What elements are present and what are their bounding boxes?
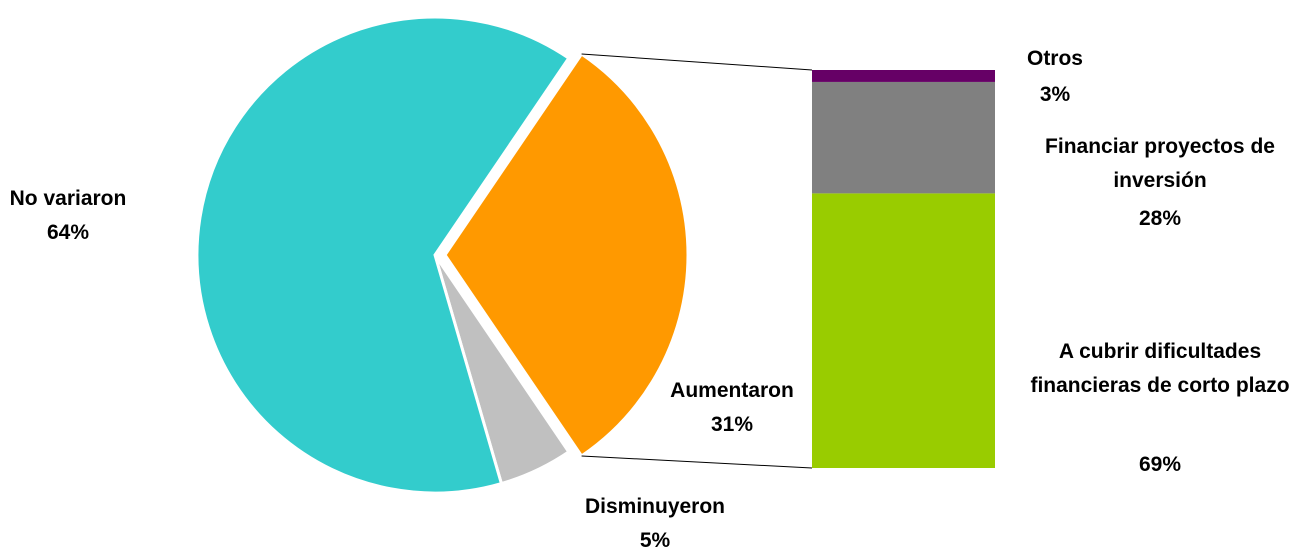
bar-value-label: 28%	[1138, 207, 1182, 230]
bar-segment	[812, 70, 995, 82]
pie-slice	[195, 15, 571, 495]
pie-category-label: No variaron	[9, 187, 127, 210]
pie-category-label: Aumentaron	[670, 379, 794, 402]
pie-slice	[443, 51, 690, 459]
bar-category-label: Otros	[1026, 47, 1083, 70]
pie-category-label: Disminuyeron	[584, 495, 726, 518]
connector-line	[581, 53, 813, 71]
bar-segment	[812, 193, 995, 468]
bar-value-label: 69%	[1138, 453, 1182, 476]
pie-value-label: 31%	[710, 413, 754, 436]
bar-value-label: 3%	[1039, 83, 1071, 106]
pie-value-label: 64%	[46, 221, 90, 244]
bar-category-label: A cubrir dificultades financieras de cor…	[1030, 340, 1290, 397]
bar-category-label: Financiar proyectos de inversión	[1045, 135, 1275, 192]
connector-line	[581, 455, 813, 469]
pie-value-label: 5%	[639, 529, 671, 552]
bar-segment	[812, 81, 995, 194]
